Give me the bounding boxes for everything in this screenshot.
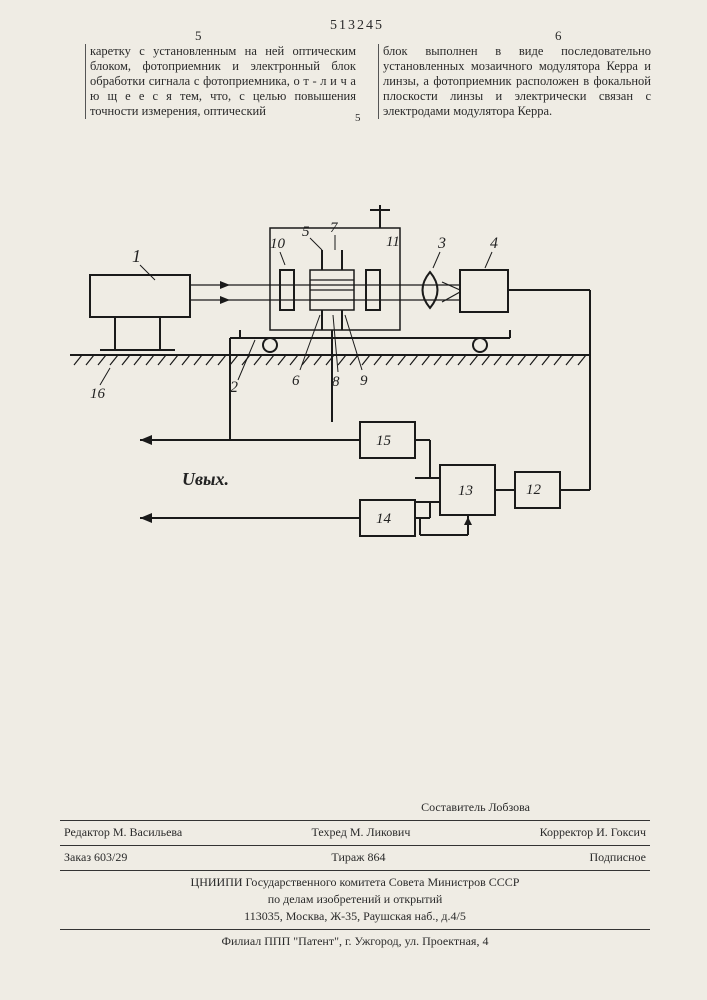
label-6: 6	[292, 373, 300, 389]
label-4: 4	[490, 235, 498, 252]
corrector-name: И. Гоксич	[596, 825, 646, 839]
editor-name: М. Васильева	[113, 825, 182, 839]
label-15: 15	[376, 433, 392, 449]
patent-page: 513245 5 6 каретку с установленным на не…	[0, 0, 707, 1000]
label-11: 11	[386, 234, 400, 250]
line-number-5: 5	[355, 112, 361, 124]
label-8: 8	[332, 374, 340, 390]
technical-diagram: 1 2 3 4 5 6 7 8 9 10 11 12 13 14 15 16 U…	[70, 190, 630, 620]
editor-label: Редактор	[64, 825, 110, 839]
left-column-text: каретку с установленным на ней оптически…	[85, 44, 356, 119]
address-2: Филиал ППП "Патент", г. Ужгород, ул. Про…	[60, 933, 650, 950]
address-1: 113035, Москва, Ж-35, Раушская наб., д.4…	[60, 908, 650, 925]
corrector-label: Корректор	[540, 825, 594, 839]
label-5: 5	[302, 224, 310, 240]
techred-label: Техред	[311, 825, 346, 839]
tirazh: Тираж 864	[331, 849, 385, 866]
document-number: 513245	[330, 18, 384, 34]
label-1: 1	[132, 246, 141, 266]
label-2: 2	[230, 379, 238, 396]
imprint-footer: Составитель Лобзова Редактор М. Васильев…	[60, 799, 650, 950]
label-12: 12	[526, 482, 542, 498]
composer-name: Лобзова	[489, 800, 530, 814]
label-9: 9	[360, 373, 368, 389]
order-number: Заказ 603/29	[64, 849, 127, 866]
label-16: 16	[90, 386, 106, 402]
label-13: 13	[458, 483, 473, 499]
output-label-uvyx: Uвых.	[182, 469, 229, 489]
composer-label: Составитель	[421, 800, 485, 814]
techred-name: М. Ликович	[350, 825, 411, 839]
column-number-left: 5	[195, 28, 202, 44]
label-10: 10	[270, 236, 286, 252]
podpisnoe: Подписное	[590, 849, 647, 866]
label-14: 14	[376, 511, 392, 527]
org-line-2: по делам изобретений и открытий	[60, 891, 650, 908]
right-column-text: блок выполнен в виде последовательно уст…	[378, 44, 651, 119]
label-3: 3	[437, 235, 446, 252]
org-line-1: ЦНИИПИ Государственного комитета Совета …	[60, 874, 650, 891]
column-number-right: 6	[555, 28, 562, 44]
